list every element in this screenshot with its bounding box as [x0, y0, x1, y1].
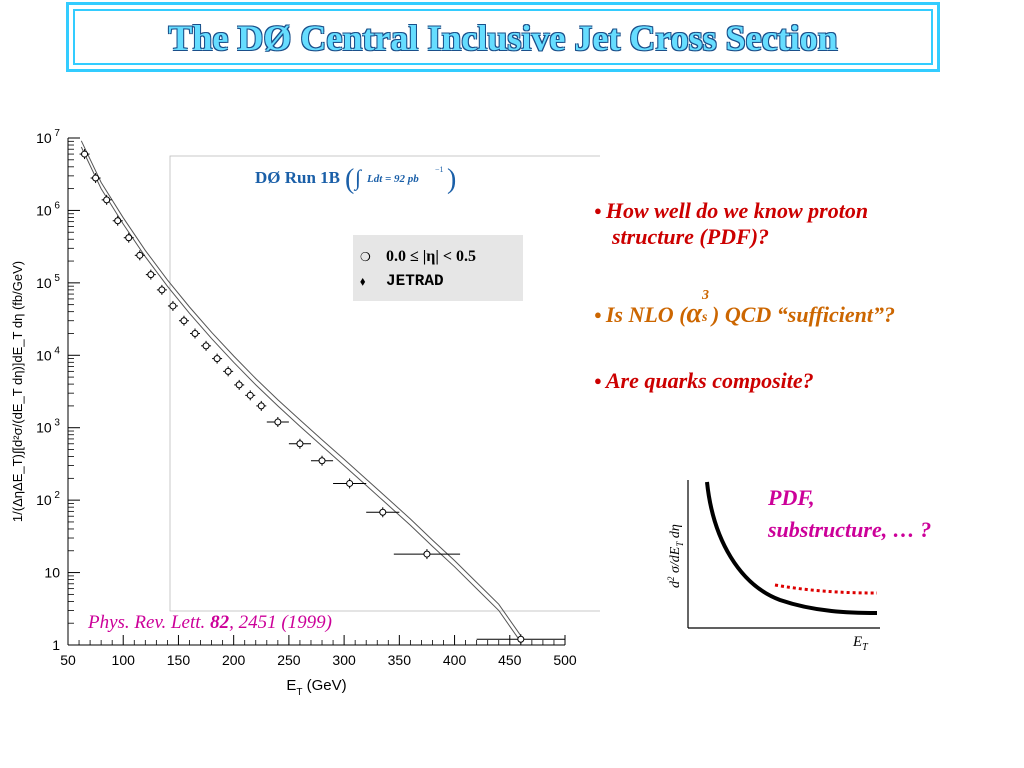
lumi-exponent: −1	[435, 165, 444, 174]
data-point	[169, 302, 177, 310]
cross-section-chart: 50 100 150 200 250 300 350 400 450 500 10 7 10 6 10 …	[10, 128, 600, 698]
data-point	[191, 329, 199, 337]
bullet-text: Are quarks composite?	[605, 368, 814, 393]
data-point	[125, 234, 133, 242]
x-tick-label: 450	[498, 652, 522, 668]
data-point	[517, 635, 525, 643]
x-tick-label: 50	[60, 652, 76, 668]
data-point	[296, 440, 304, 448]
y-tick-label: 1	[52, 637, 60, 653]
data-point	[81, 150, 89, 158]
jetrad-curve-lower	[80, 146, 522, 643]
bullet-composite: ● Are quarks composite?	[594, 368, 814, 394]
sketch-qcd-curve	[705, 481, 878, 615]
data-point	[114, 217, 122, 225]
x-tick-label: 250	[277, 652, 301, 668]
bullet-dot: ●	[594, 373, 602, 388]
y-tick-label: 10 2	[36, 490, 60, 508]
lumi-paren-left: (	[345, 164, 354, 195]
reference-citation: Phys. Rev. Lett. 82, 2451 (1999)	[87, 612, 332, 633]
note-line-1: PDF,	[768, 485, 815, 510]
x-tick-label: 400	[443, 652, 467, 668]
bullet-pdf: ● How well do we know proton structure (P…	[594, 198, 868, 250]
title-inner-frame	[73, 9, 933, 65]
data-point	[202, 342, 210, 350]
x-tick-label: 500	[553, 652, 577, 668]
y-tick-label: 10 4	[36, 345, 60, 363]
data-point	[147, 271, 155, 279]
lumi-label: Ldt = 92 pb	[366, 173, 419, 185]
alpha-symbol: α	[686, 298, 703, 329]
data-point	[158, 286, 166, 294]
y-tick-label: 10 6	[36, 200, 60, 218]
note-line-2: substructure, … ?	[768, 517, 932, 542]
x-tick-label: 200	[222, 652, 246, 668]
data-point	[274, 418, 282, 426]
y-axis-title: 1/(ΔηΔE_T)∫[d²σ/(dE_T dη)]dE_T dη (fb/Ge…	[10, 261, 25, 522]
data-point	[180, 317, 188, 325]
legend-label: 0.0 ≤ |η| < 0.5	[386, 248, 476, 265]
inset-frame	[169, 155, 600, 612]
x-axis-title: ET (GeV)	[286, 677, 346, 698]
alpha-sup: 3	[702, 288, 710, 303]
lumi-paren-right: )	[447, 164, 456, 195]
legend-box	[353, 235, 523, 301]
bullet-dot: ●	[594, 307, 602, 322]
y-tick-label: 10 3	[36, 418, 60, 436]
bullet-text-post: ) QCD “sufficient”?	[712, 302, 895, 327]
data-point	[423, 550, 431, 558]
x-tick-label: 300	[332, 652, 356, 668]
y-tick-label: 10 5	[36, 273, 60, 291]
bullet-nlo: ● Is NLO (α 3 s ) QCD “sufficient”?	[594, 288, 895, 330]
bullet-text-pre: Is NLO (	[605, 302, 687, 327]
legend-marker: ❍	[360, 250, 371, 264]
legend-label: JETRAD	[386, 272, 444, 290]
pdf-substructure-note: PDF, substructure, … ?	[768, 482, 931, 546]
data-point	[213, 355, 221, 363]
bullet-text: How well do we know proton	[605, 198, 869, 223]
bullet-dot: ●	[594, 203, 602, 218]
substructure-sketch: d2 σ/dET dη ET	[666, 480, 880, 653]
title-frame: The DØ Central Inclusive Jet Cross Secti…	[66, 2, 940, 72]
page-title: The DØ Central Inclusive Jet Cross Secti…	[168, 18, 838, 58]
y-tick-label: 10	[44, 565, 60, 581]
y-tick-label: 10 7	[36, 128, 60, 146]
data-point	[246, 391, 254, 399]
x-tick-label: 350	[388, 652, 412, 668]
data-point	[92, 174, 100, 182]
data-point	[224, 367, 232, 375]
run-label: DØ Run 1B	[255, 168, 340, 187]
data-point	[346, 479, 354, 487]
data-point	[103, 196, 111, 204]
data-point	[318, 457, 326, 465]
jetrad-curve-upper	[80, 140, 522, 636]
sketch-excess-curve	[774, 583, 878, 595]
data-point	[235, 381, 243, 389]
sketch-ylabel: d2 σ/dET dη	[666, 524, 685, 588]
x-tick-label: 150	[167, 652, 191, 668]
data-point	[379, 508, 387, 516]
lumi-integral: ∫	[353, 165, 363, 191]
data-point	[257, 402, 265, 410]
sketch-xlabel: ET	[852, 634, 869, 653]
bullet-text-line2: structure (PDF)?	[612, 224, 770, 249]
x-tick-label: 100	[112, 652, 136, 668]
alpha-sub: s	[702, 310, 708, 325]
data-point	[136, 251, 144, 259]
legend-marker: ⬧	[360, 274, 366, 288]
